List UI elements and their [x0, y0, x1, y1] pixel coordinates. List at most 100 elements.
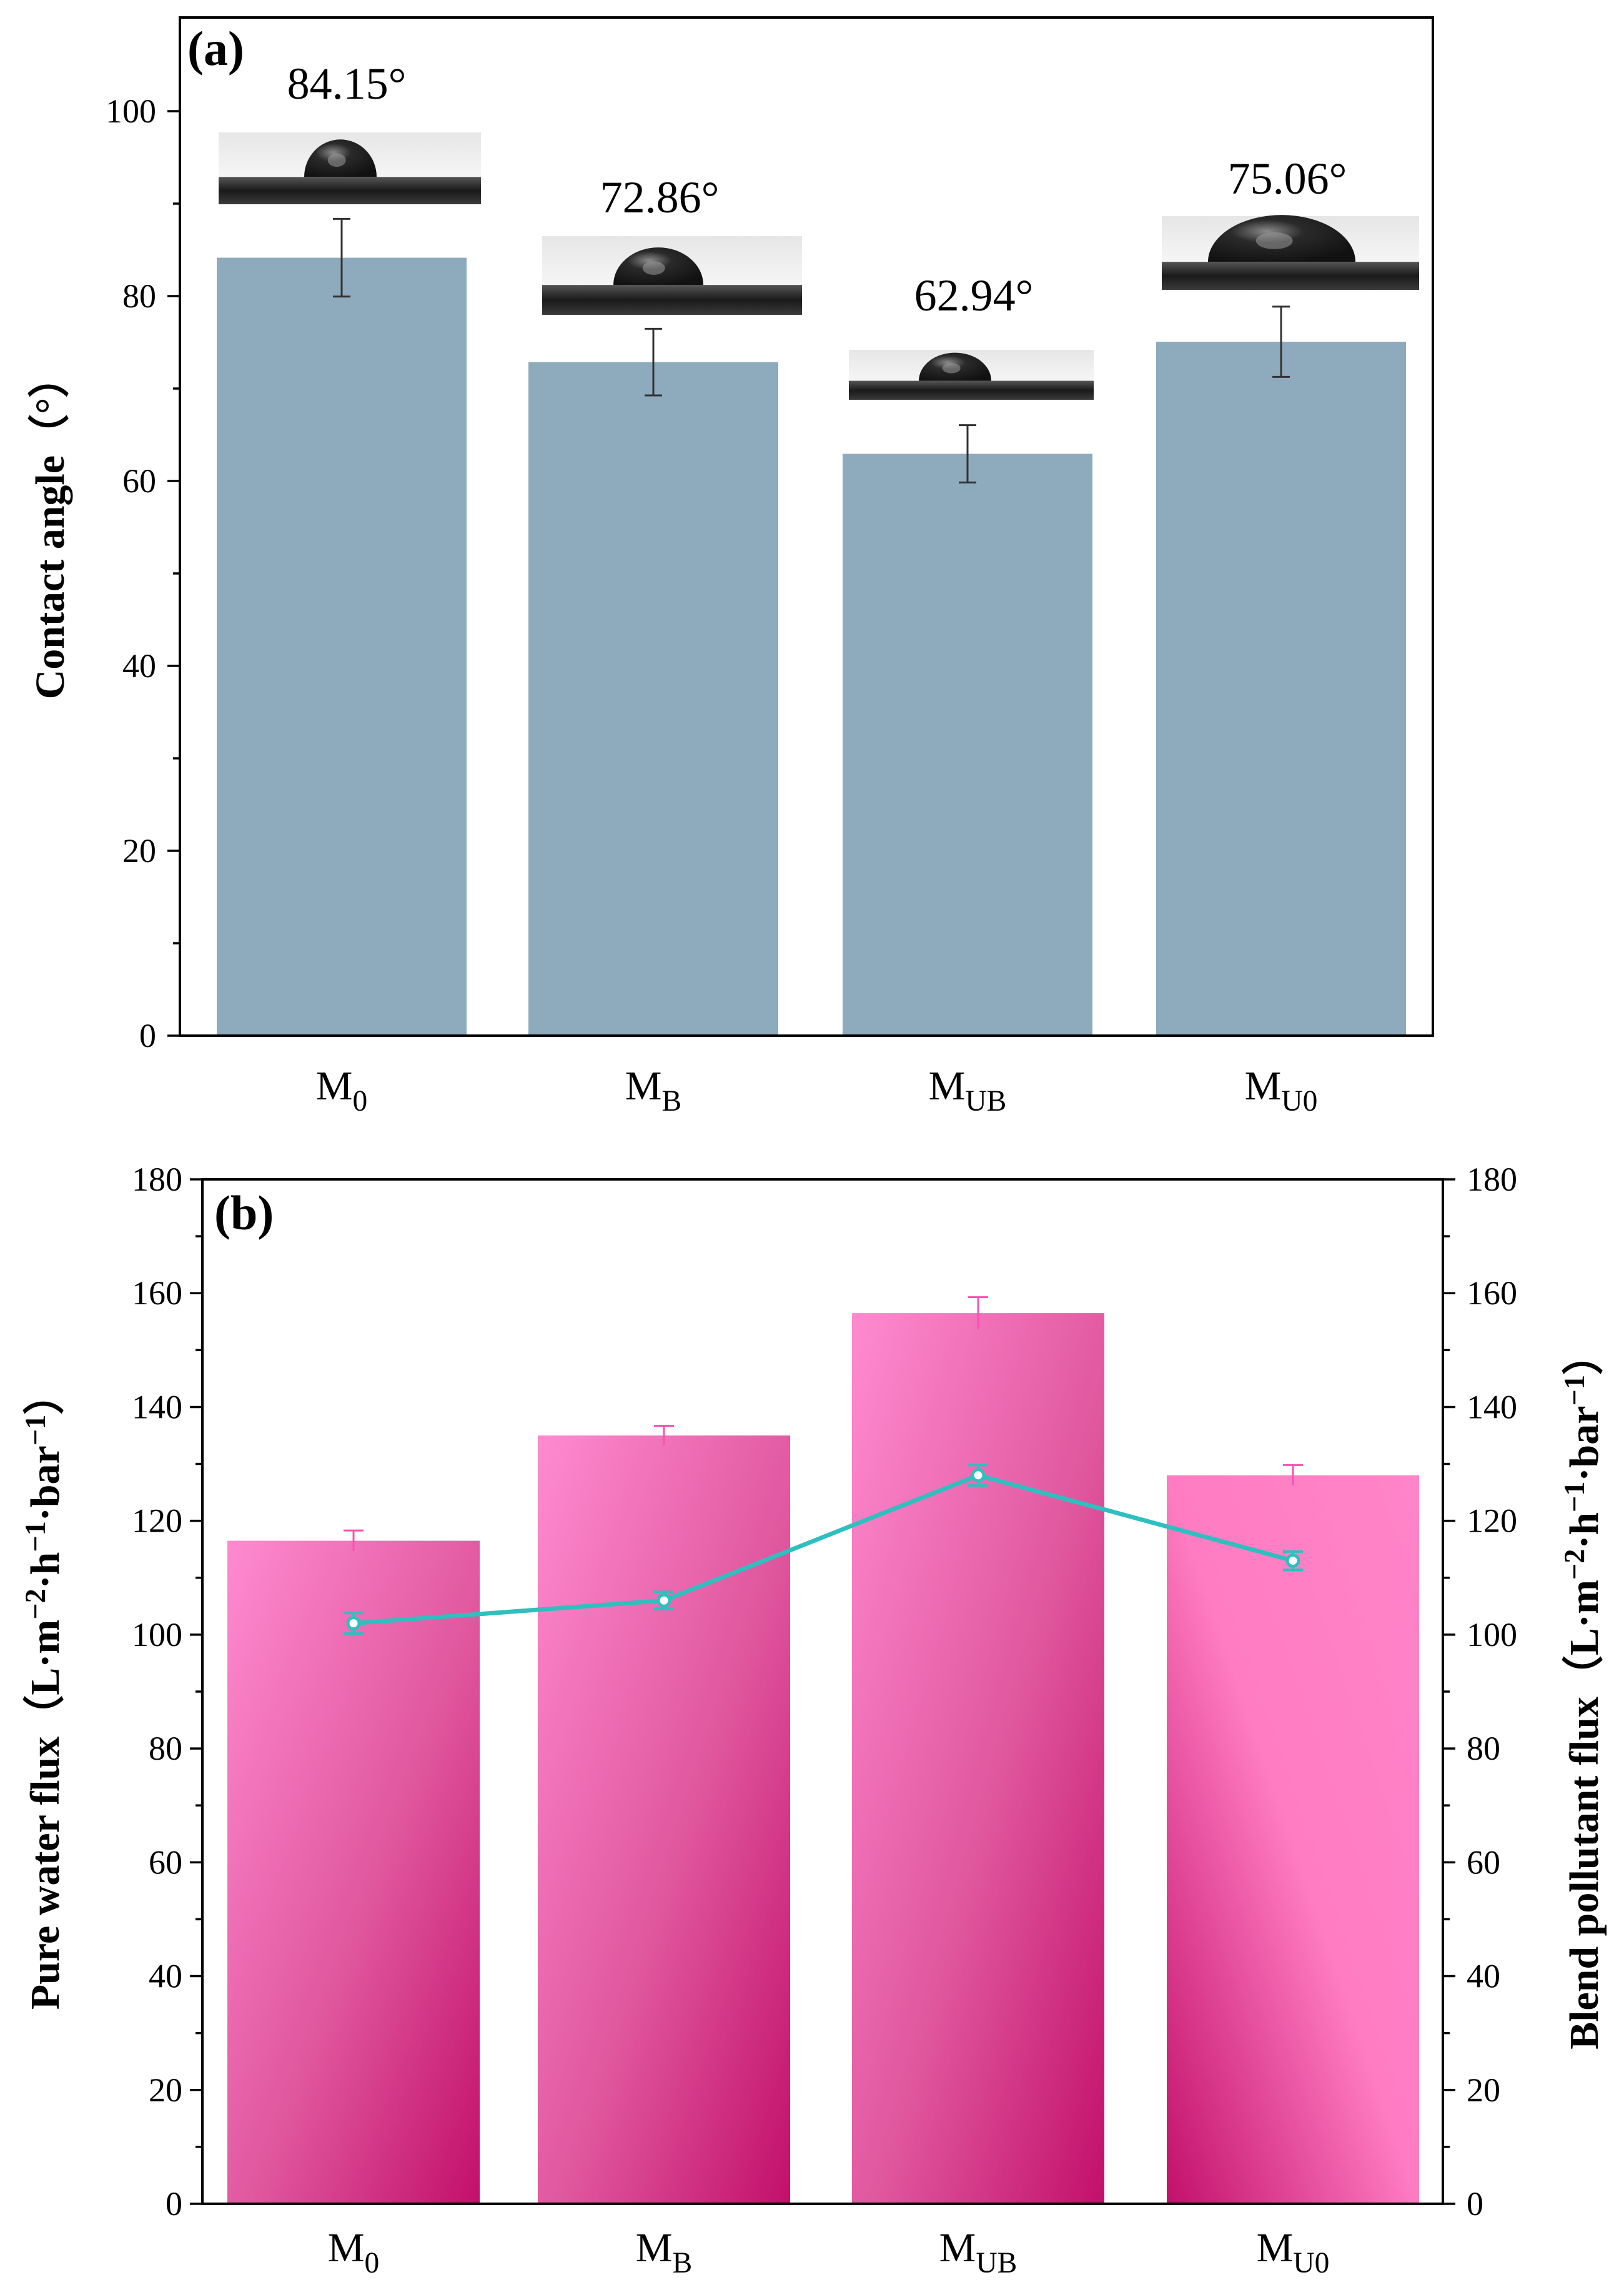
category-base: M — [1245, 1063, 1282, 1109]
axis-label-part: −1 — [1558, 1482, 1590, 1512]
axis-label-part: ·h — [22, 1552, 68, 1589]
category-subscript: U0 — [1293, 2247, 1329, 2279]
right-y-tick-label: 0 — [1467, 2185, 1483, 2223]
panel-label: (a) — [187, 21, 244, 76]
category-base: M — [636, 2225, 673, 2271]
right-y-tick-label: 100 — [1467, 1616, 1517, 1653]
axis-label-part: ·h — [1562, 1512, 1607, 1549]
bar — [843, 454, 1092, 1036]
category-subscript: UB — [965, 1085, 1006, 1118]
axis-label-part: −1 — [19, 1521, 51, 1552]
y-tick-label: 40 — [122, 647, 156, 685]
droplet-highlight — [642, 261, 665, 275]
left-y-tick-label: 20 — [149, 2071, 182, 2109]
flux-bar — [1167, 1475, 1419, 2204]
category-label: MUB — [929, 1063, 1007, 1118]
axis-label-part: −1 — [19, 1415, 51, 1445]
y-tick-label: 20 — [122, 832, 156, 870]
y-tick-label: 80 — [122, 277, 156, 315]
y-tick-label: 100 — [106, 92, 156, 130]
plot-frame — [179, 16, 1434, 1037]
right-y-tick-label: 140 — [1467, 1388, 1517, 1425]
y-tick-label: 60 — [122, 462, 156, 500]
droplet-highlight — [327, 153, 346, 167]
category-subscript: B — [661, 1085, 681, 1118]
category-subscript: B — [672, 2247, 692, 2279]
category-label: MB — [625, 1063, 681, 1118]
bar — [528, 362, 778, 1036]
panel-label: (b) — [214, 1186, 274, 1240]
line-point — [1285, 1553, 1300, 1568]
right-y-tick-label: 120 — [1467, 1502, 1517, 1540]
droplet-highlight — [1255, 232, 1293, 249]
axis-label-part: ） — [1561, 1334, 1607, 1375]
category-subscript: 0 — [364, 2247, 379, 2279]
category-subscript: U0 — [1281, 1085, 1317, 1118]
category-base: M — [328, 2225, 365, 2271]
droplet-photo — [542, 236, 802, 315]
left-y-tick-label: 80 — [149, 1730, 182, 1767]
value-label: 75.06° — [1228, 154, 1347, 204]
flux-bar — [538, 1435, 790, 2204]
y-tick-label: 0 — [139, 1017, 156, 1054]
panel-b: 0 0 20 20 40 40 60 60 80 80 100 100 120 120 140 140 160 1… — [19, 1161, 1607, 2279]
flux-bar — [227, 1540, 480, 2204]
category-label: MB — [636, 2225, 692, 2279]
droplet-highlight — [942, 363, 961, 374]
right-y-tick-label: 20 — [1467, 2071, 1500, 2109]
axis-label-part: ·bar — [1562, 1405, 1607, 1481]
y-axis-label: Contact angle（°） — [27, 357, 73, 700]
category-base: M — [1257, 2225, 1294, 2271]
category-label: MU0 — [1245, 1063, 1318, 1118]
category-label: MUB — [939, 2225, 1017, 2279]
category-label: M0 — [316, 1063, 367, 1118]
left-y-tick-label: 180 — [132, 1161, 182, 1198]
right-y-tick-label: 60 — [1467, 1843, 1500, 1881]
photo-substrate — [849, 380, 1094, 400]
left-y-tick-label: 160 — [132, 1274, 182, 1312]
y-axis-label-right: Blend pollutant flux（L·m−2·h−1·bar−1） — [1558, 1334, 1607, 2050]
value-label: 72.86° — [600, 172, 720, 222]
axis-label-part: ） — [22, 1374, 68, 1415]
axis-label-part: −1 — [1558, 1375, 1590, 1405]
right-y-tick-label: 80 — [1467, 1730, 1500, 1767]
category-label: MU0 — [1257, 2225, 1330, 2279]
axis-label-part: −2 — [1558, 1549, 1590, 1580]
bar — [1156, 342, 1406, 1036]
left-y-tick-label: 0 — [166, 2185, 182, 2223]
line-point — [346, 1616, 361, 1631]
category-base: M — [939, 2225, 976, 2271]
right-y-tick-label: 40 — [1467, 1958, 1500, 1995]
left-y-tick-label: 120 — [132, 1502, 182, 1540]
blend-flux-line — [353, 1473, 1294, 1626]
droplet-photo — [1162, 215, 1419, 290]
y-axis-label-left: Pure water flux（L·m−2·h−1·bar−1） — [19, 1374, 68, 2010]
photo-substrate — [1162, 262, 1419, 290]
category-base: M — [316, 1063, 353, 1109]
flux-bar — [852, 1313, 1104, 2204]
right-y-tick-label: 160 — [1467, 1274, 1517, 1312]
droplet-photo — [849, 350, 1094, 400]
bar — [217, 257, 467, 1036]
line-point — [656, 1593, 671, 1608]
left-y-tick-label: 60 — [149, 1843, 182, 1881]
photo-substrate — [219, 177, 481, 204]
category-subscript: 0 — [352, 1085, 367, 1118]
category-label: M0 — [328, 2225, 379, 2279]
right-y-tick-label: 180 — [1467, 1161, 1517, 1198]
photo-substrate — [542, 285, 802, 315]
axis-label-part: Pure water flux（L·m — [22, 1620, 68, 2010]
axis-label-part: ·bar — [22, 1445, 68, 1521]
category-subscript: UB — [976, 2247, 1017, 2279]
left-y-tick-label: 140 — [132, 1388, 182, 1425]
axis-label-part: Blend pollutant flux（L·m — [1561, 1580, 1607, 2050]
left-y-tick-label: 40 — [149, 1958, 182, 1995]
droplet-photo — [219, 132, 481, 204]
value-label: 84.15° — [287, 59, 407, 109]
category-base: M — [929, 1063, 966, 1109]
category-base: M — [625, 1063, 662, 1109]
value-label: 62.94° — [914, 270, 1034, 320]
line-point — [971, 1468, 986, 1483]
